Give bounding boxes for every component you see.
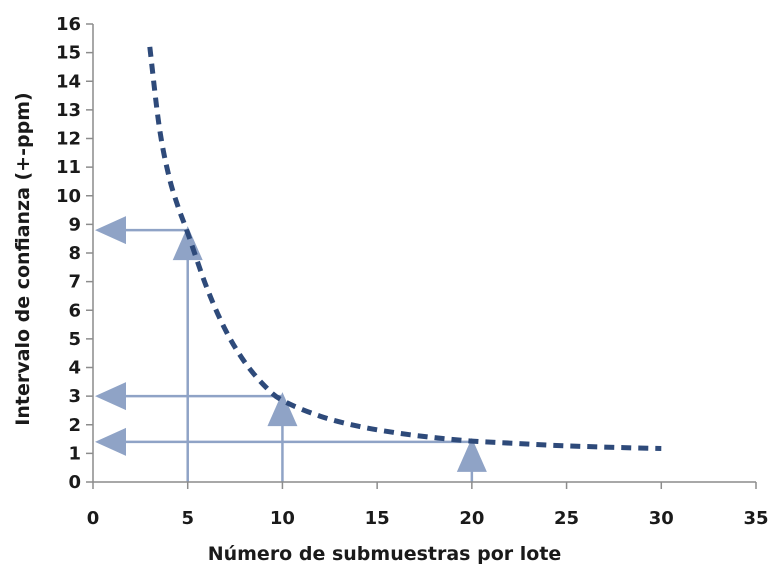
y-tick-label: 10	[56, 186, 81, 207]
y-tick-label: 4	[68, 358, 81, 379]
reading-arrows	[95, 216, 487, 482]
x-tick-label: 20	[459, 508, 484, 529]
x-tick-label: 35	[743, 508, 768, 529]
y-tick-label: 14	[56, 71, 81, 92]
y-tick-label: 2	[68, 415, 81, 436]
x-tick-label: 0	[87, 508, 100, 529]
left-arrow-head	[95, 216, 126, 245]
y-tick-label: 8	[68, 243, 81, 264]
x-tick-label: 30	[649, 508, 674, 529]
y-tick-label: 6	[68, 300, 81, 321]
y-tick-label: 3	[68, 386, 81, 407]
series-layer	[147, 46, 662, 451]
y-tick-label: 11	[56, 157, 81, 178]
x-tick-label: 15	[365, 508, 390, 529]
x-axis-ticks: 0 5 10 15 20 25 30 35	[87, 482, 769, 529]
x-tick-label: 5	[181, 508, 194, 529]
y-tick-label: 15	[56, 43, 81, 64]
x-axis-title: Número de submuestras por lote	[208, 543, 562, 565]
y-tick-label: 7	[68, 272, 81, 293]
y-tick-label: 9	[68, 214, 81, 235]
y-tick-label: 5	[68, 329, 81, 350]
x-tick-label: 25	[554, 508, 579, 529]
y-axis-title: Intervalo de confianza (+-ppm)	[12, 92, 34, 425]
up-arrow-head	[267, 392, 298, 427]
left-arrow-head	[95, 427, 126, 456]
y-tick-label: 16	[56, 14, 81, 35]
y-tick-label: 12	[56, 129, 81, 150]
up-arrow-head	[456, 437, 487, 472]
y-tick-label: 13	[56, 100, 81, 121]
y-tick-label: 1	[68, 443, 81, 464]
y-tick-label: 0	[68, 472, 81, 493]
confidence-interval-curve	[147, 46, 662, 451]
left-arrow-head	[95, 382, 126, 411]
x-tick-label: 10	[270, 508, 295, 529]
